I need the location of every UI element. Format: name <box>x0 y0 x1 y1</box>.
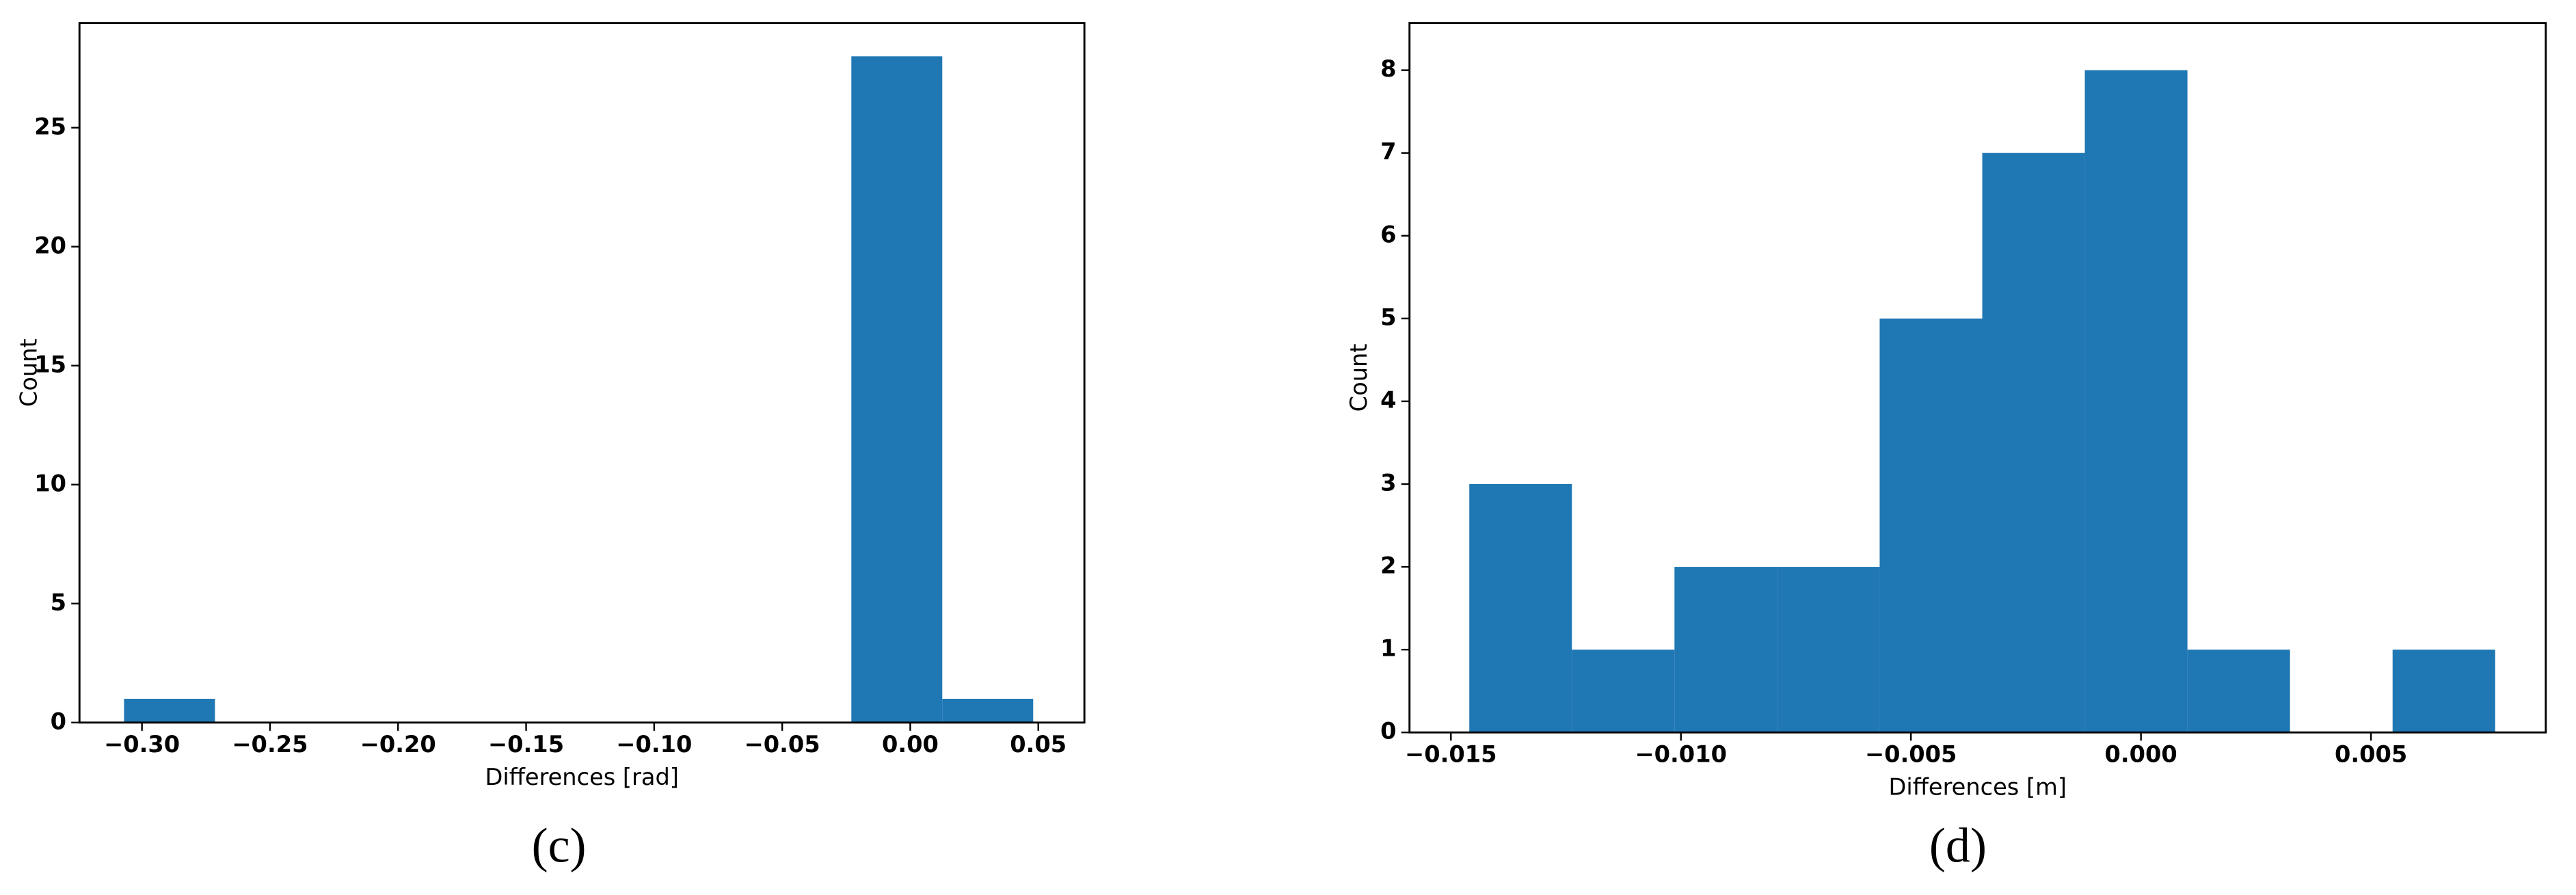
bar <box>1469 484 1572 733</box>
x-tick-label: 0.005 <box>2335 740 2407 767</box>
bar <box>1572 650 1675 733</box>
y-tick-label: 2 <box>1380 552 1396 579</box>
x-tick-label: −0.05 <box>744 731 820 758</box>
bar <box>124 699 215 723</box>
bar <box>2084 70 2188 733</box>
y-axis-label: Count <box>1345 344 1372 412</box>
bar <box>1777 567 1880 733</box>
plot-frame <box>78 22 1086 724</box>
y-tick-label: 3 <box>1380 470 1396 496</box>
x-tick-label: 0.00 <box>882 731 939 758</box>
x-tick-label: −0.015 <box>1405 740 1497 767</box>
y-tick-label: 5 <box>1380 304 1396 330</box>
bar <box>2187 650 2290 733</box>
y-tick-label: 20 <box>34 232 66 258</box>
plot-frame <box>1408 22 2547 734</box>
caption: (c) <box>532 818 587 873</box>
y-tick-label: 7 <box>1380 138 1396 165</box>
y-tick-label: 0 <box>51 708 66 734</box>
x-tick-label: −0.010 <box>1635 740 1727 767</box>
bar <box>942 699 1034 723</box>
caption: (d) <box>1929 818 1987 873</box>
x-tick-label: −0.20 <box>360 731 436 758</box>
y-axis-label: Count <box>16 338 42 407</box>
x-tick-label: 0.000 <box>2104 740 2177 767</box>
y-tick-label: 1 <box>1380 635 1396 662</box>
x-tick-label: 0.05 <box>1010 731 1066 758</box>
y-tick-label: 4 <box>1380 386 1396 413</box>
y-tick-label: 0 <box>1380 718 1396 745</box>
bar <box>1982 152 2085 733</box>
bar <box>851 56 943 723</box>
y-tick-label: 10 <box>34 470 66 496</box>
y-tick-label: 5 <box>51 589 66 615</box>
x-tick-label: −0.30 <box>104 731 180 758</box>
x-tick-label: −0.005 <box>1865 740 1957 767</box>
x-axis-label: Differences [m] <box>1889 773 2067 800</box>
y-tick-label: 8 <box>1380 55 1396 82</box>
y-tick-label: 25 <box>34 113 66 139</box>
x-tick-label: −0.15 <box>488 731 564 758</box>
bar <box>2392 650 2495 733</box>
bar <box>1674 567 1777 733</box>
bar <box>1879 318 1983 733</box>
x-tick-label: −0.25 <box>232 731 308 758</box>
x-axis-label: Differences [rad] <box>485 764 678 790</box>
y-tick-label: 6 <box>1380 221 1396 248</box>
x-tick-label: −0.10 <box>616 731 692 758</box>
y-tick-label: 15 <box>34 351 66 377</box>
